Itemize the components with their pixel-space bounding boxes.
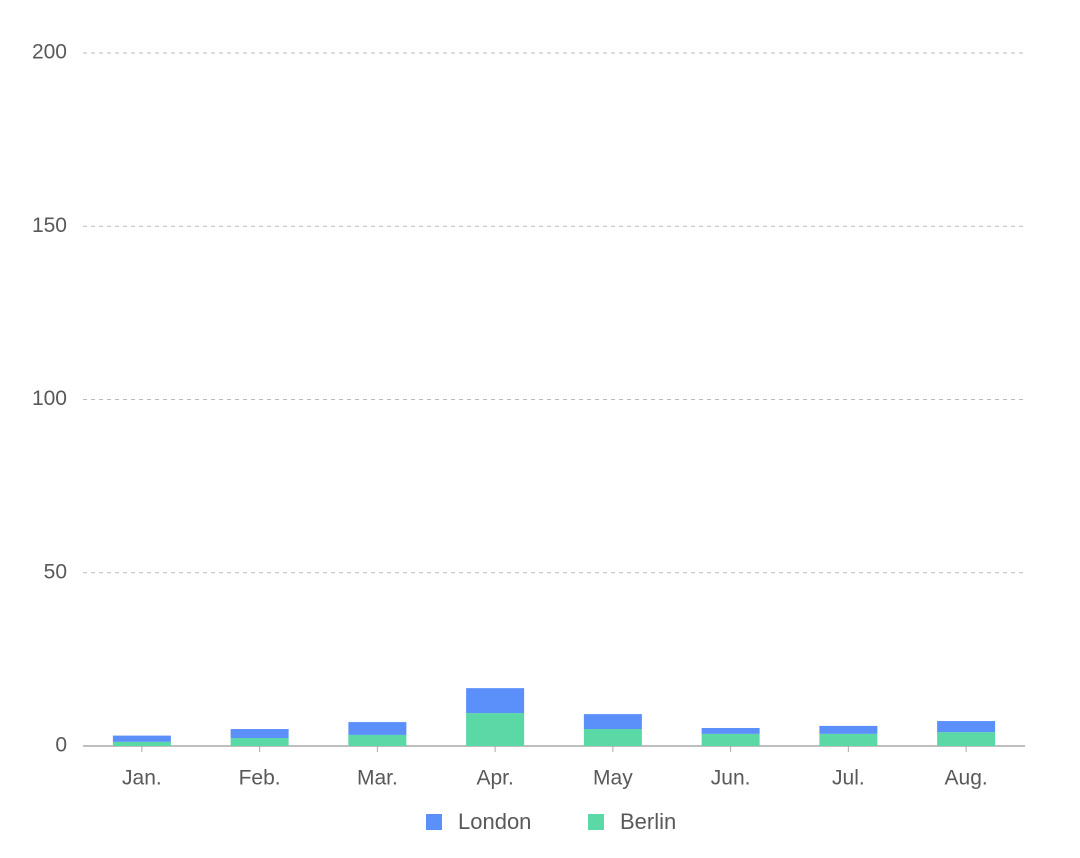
bar-segment: [230, 738, 289, 746]
bar-segment: [701, 733, 760, 746]
x-tick-label: Mar.: [357, 767, 398, 790]
bar-segment: [348, 722, 407, 735]
bar-segment: [112, 735, 171, 742]
bar-segment: [230, 729, 289, 739]
bar-segment: [583, 729, 642, 746]
x-tick-label: Jan.: [122, 767, 162, 790]
bar-segment: [348, 734, 407, 746]
x-tick-label: May: [593, 767, 633, 790]
x-tick-label: Jun.: [711, 767, 751, 790]
y-tick-label: 100: [32, 387, 67, 410]
bar-segment: [112, 741, 171, 746]
y-tick-label: 150: [32, 214, 67, 237]
bar-segment: [583, 714, 642, 730]
x-tick-label: Aug.: [945, 767, 988, 790]
bar-segment: [819, 733, 878, 746]
legend-text: London: [458, 809, 531, 834]
bar-segment: [819, 725, 878, 734]
x-tick-label: Feb.: [239, 767, 281, 790]
legend-swatch: [426, 814, 442, 830]
x-tick-label: Jul.: [832, 767, 865, 790]
y-tick-label: 200: [32, 41, 67, 64]
bar-segment: [937, 732, 996, 746]
bar-segment: [701, 727, 760, 734]
legend-text: Berlin: [620, 809, 676, 834]
legend-swatch: [588, 814, 604, 830]
y-tick-label: 50: [44, 560, 67, 583]
bar-segment: [937, 721, 996, 733]
bar-segment: [466, 713, 525, 746]
bar-segment: [466, 688, 525, 714]
y-tick-label: 0: [55, 734, 67, 757]
x-tick-label: Apr.: [476, 767, 513, 790]
